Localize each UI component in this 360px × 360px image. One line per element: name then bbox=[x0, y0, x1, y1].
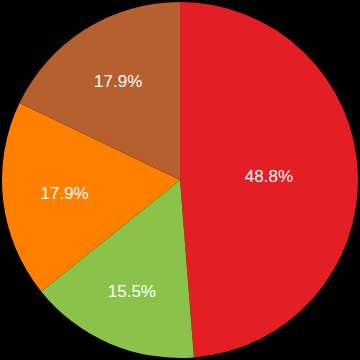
svg-text:15.5%: 15.5% bbox=[108, 282, 156, 301]
svg-text:17.9%: 17.9% bbox=[94, 72, 142, 91]
svg-text:17.9%: 17.9% bbox=[41, 184, 89, 203]
svg-text:48.8%: 48.8% bbox=[245, 167, 293, 186]
